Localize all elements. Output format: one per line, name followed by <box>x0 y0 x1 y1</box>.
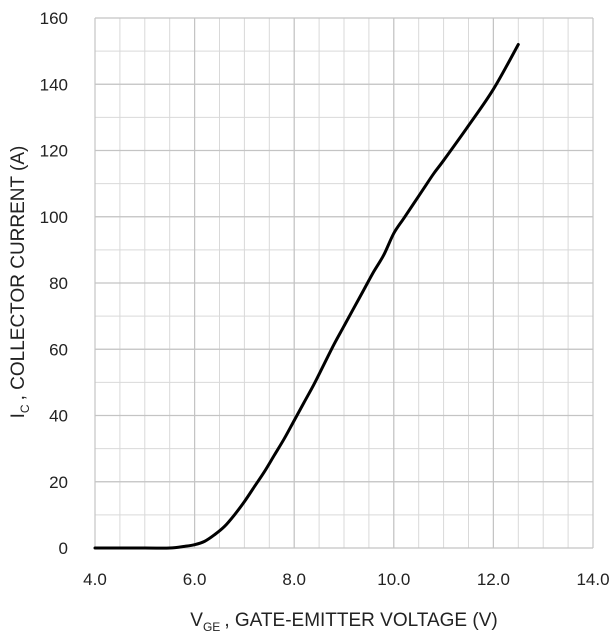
y-axis-title-sub: C <box>18 404 32 413</box>
y-tick-labels: 0 20 40 60 80 100 120 140 160 <box>40 9 68 558</box>
y-axis-title-main: I <box>8 413 29 418</box>
y-tick-label: 120 <box>40 142 68 161</box>
x-axis-title: VGE , GATE-EMITTER VOLTAGE (V) <box>190 610 497 634</box>
x-tick-label: 14.0 <box>576 570 609 589</box>
y-tick-label: 0 <box>59 539 68 558</box>
y-tick-label: 20 <box>49 473 68 492</box>
y-tick-label: 80 <box>49 274 68 293</box>
x-tick-label: 8.0 <box>282 570 306 589</box>
y-axis-title-rest: , COLLECTOR CURRENT (A) <box>8 146 29 401</box>
x-axis-title-sub: GE <box>203 620 220 634</box>
y-tick-label: 60 <box>49 340 68 359</box>
x-axis-title-rest: , GATE-EMITTER VOLTAGE (V) <box>224 610 497 631</box>
collector-current-curve <box>93 43 520 550</box>
x-tick-label: 10.0 <box>377 570 410 589</box>
x-tick-label: 12.0 <box>477 570 510 589</box>
x-tick-label: 6.0 <box>183 570 207 589</box>
y-tick-label: 100 <box>40 208 68 227</box>
x-tick-labels: 4.0 6.0 8.0 10.0 12.0 14.0 <box>83 570 609 589</box>
major-grid <box>94 17 594 549</box>
y-tick-label: 160 <box>40 9 68 28</box>
y-tick-label: 140 <box>40 75 68 94</box>
x-axis-title-main: V <box>190 610 203 631</box>
data-series <box>93 43 520 550</box>
y-tick-label: 40 <box>49 407 68 426</box>
x-tick-label: 4.0 <box>83 570 107 589</box>
y-axis-title: IC , COLLECTOR CURRENT (A) <box>8 146 32 419</box>
